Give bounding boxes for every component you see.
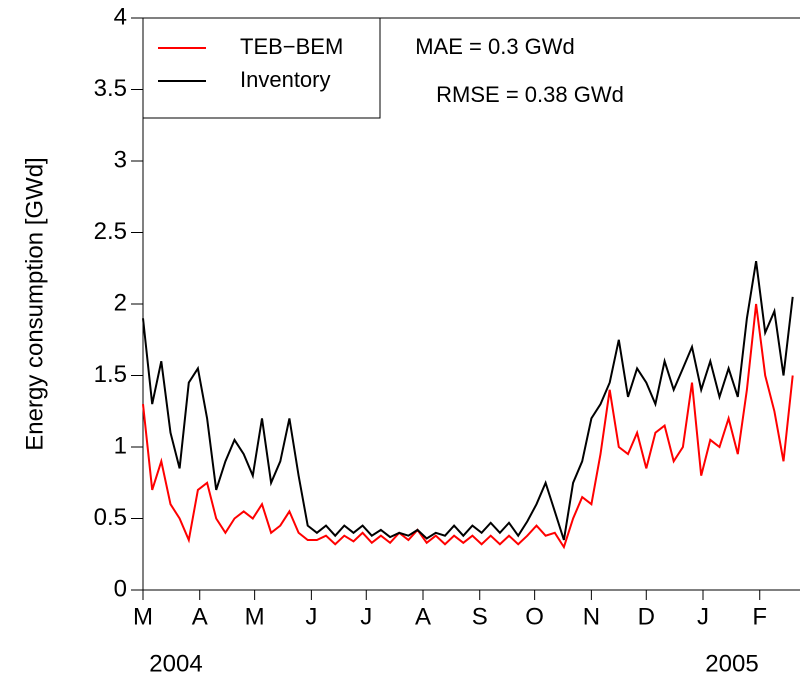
y-tick-label: 0.5 bbox=[94, 504, 127, 531]
series-line bbox=[142, 303, 794, 550]
legend-box bbox=[142, 17, 381, 119]
y-tick-label: 1 bbox=[114, 432, 127, 459]
legend-label: Inventory bbox=[240, 67, 331, 92]
x-tick-label: A bbox=[415, 603, 431, 630]
y-tick-label: 3.5 bbox=[94, 75, 127, 102]
y-tick-label: 4 bbox=[114, 3, 127, 30]
x-tick-label: O bbox=[525, 603, 544, 630]
x-tick-label: J bbox=[305, 603, 317, 630]
y-axis-label: Energy consumption [GWd] bbox=[21, 157, 48, 450]
x-tick-label: N bbox=[583, 603, 600, 630]
x-tick-label: M bbox=[245, 603, 265, 630]
year-label: 2005 bbox=[705, 650, 758, 677]
x-tick-label: J bbox=[697, 603, 709, 630]
series-line bbox=[142, 260, 794, 541]
x-tick-label: M bbox=[133, 603, 153, 630]
y-tick-label: 0 bbox=[114, 575, 127, 602]
x-tick-label: A bbox=[192, 603, 208, 630]
legend-label: TEB−BEM bbox=[240, 34, 343, 59]
y-tick-label: 2 bbox=[114, 289, 127, 316]
y-tick-label: 3 bbox=[114, 146, 127, 173]
y-tick-label: 1.5 bbox=[94, 361, 127, 388]
x-tick-label: J bbox=[360, 603, 372, 630]
x-tick-label: F bbox=[752, 603, 767, 630]
annotation: MAE = 0.3 GWd bbox=[415, 34, 575, 59]
x-tick-label: S bbox=[472, 603, 488, 630]
year-label: 2004 bbox=[149, 650, 202, 677]
y-tick-label: 2.5 bbox=[94, 218, 127, 245]
x-tick-label: D bbox=[638, 603, 655, 630]
annotation: RMSE = 0.38 GWd bbox=[436, 82, 624, 107]
